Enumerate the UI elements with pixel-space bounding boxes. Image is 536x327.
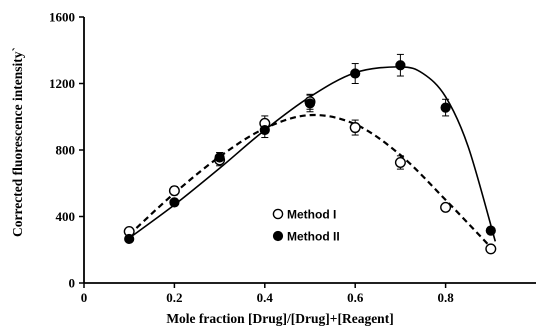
x-tick-label: 0 [81,290,88,305]
x-axis-title: Mole fraction [Drug]/[Drug]+[Reagent] [166,311,393,326]
method-i-fit-line [128,113,492,249]
method-ii-point [169,197,180,208]
legend-marker-method-i [272,208,284,220]
y-tick-label: 400 [56,209,76,224]
legend-marker-method-ii [272,230,284,242]
x-tick-label: 0.2 [166,290,182,305]
y-tick-label: 1200 [49,76,75,91]
x-tick-label: 0.4 [257,290,274,305]
method-ii-point [485,225,496,236]
method-ii-point [124,233,135,245]
y-tick-label: 1600 [49,10,75,25]
method-ii-point [395,60,406,71]
method-i-point [349,122,361,134]
method-ii-point [350,68,361,79]
method-ii-point [214,152,225,163]
x-tick-label: 0.8 [437,290,454,305]
legend-label-method-ii: Method II [287,229,340,243]
method-ii-point [304,98,316,109]
method-i-point [168,185,180,197]
legend-label-method-i: Method I [287,207,336,221]
method-ii-point [440,102,451,113]
y-tick-label: 800 [56,143,76,158]
method-i-point [485,243,497,255]
y-tick-label: 0 [69,276,76,291]
method-ii-point [259,124,270,136]
method-i-point [394,156,406,168]
x-tick-label: 0.6 [347,290,364,305]
method-i-point [440,201,452,213]
y-axis-title: Corrected fluorescence intensity` [10,47,25,237]
